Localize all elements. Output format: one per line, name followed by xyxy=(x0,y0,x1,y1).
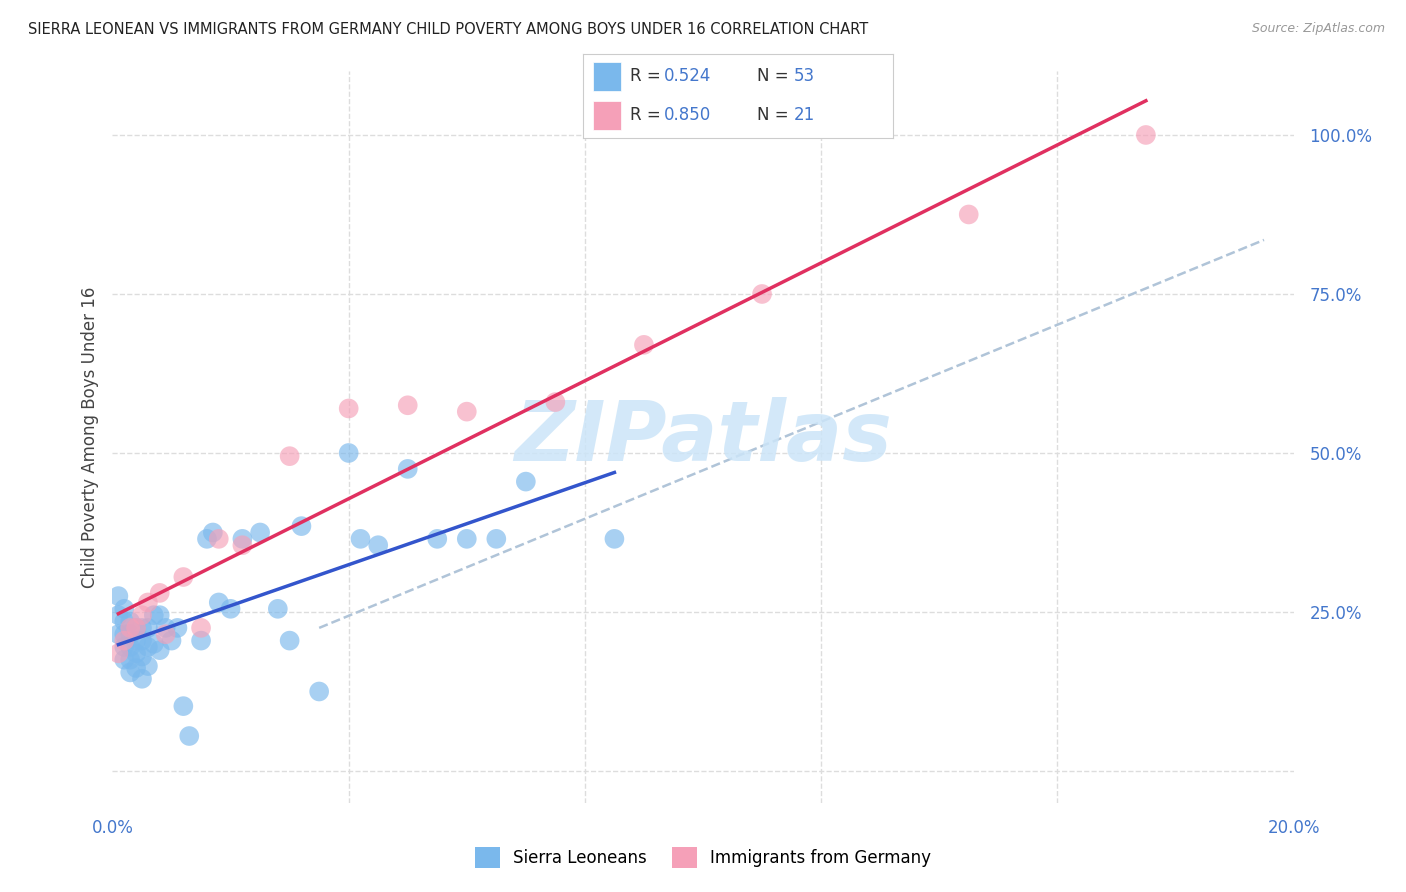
FancyBboxPatch shape xyxy=(593,101,620,130)
Text: ZIPatlas: ZIPatlas xyxy=(515,397,891,477)
Point xyxy=(1135,128,1157,142)
Point xyxy=(120,640,142,654)
Point xyxy=(633,338,655,352)
Point xyxy=(249,525,271,540)
Point xyxy=(149,608,172,623)
Y-axis label: Child Poverty Among Boys Under 16: Child Poverty Among Boys Under 16 xyxy=(80,286,98,588)
Point xyxy=(278,449,301,463)
Point xyxy=(456,532,478,546)
Point xyxy=(751,287,773,301)
Point xyxy=(107,589,129,603)
Point xyxy=(208,532,231,546)
Text: R =: R = xyxy=(630,106,666,124)
Point xyxy=(195,532,218,546)
Point xyxy=(120,621,142,635)
Point xyxy=(125,621,148,635)
Text: 0.850: 0.850 xyxy=(664,106,711,124)
Point xyxy=(149,643,172,657)
Text: 0.524: 0.524 xyxy=(664,68,711,86)
Text: 53: 53 xyxy=(794,68,815,86)
Point xyxy=(112,615,135,629)
Point xyxy=(190,633,212,648)
Point xyxy=(136,621,159,635)
Legend: Sierra Leoneans, Immigrants from Germany: Sierra Leoneans, Immigrants from Germany xyxy=(475,847,931,868)
Point xyxy=(125,646,148,660)
Point xyxy=(603,532,626,546)
Point xyxy=(120,665,142,680)
Point xyxy=(155,621,177,635)
Text: R =: R = xyxy=(630,68,666,86)
Point xyxy=(456,404,478,418)
Point xyxy=(125,633,148,648)
Point xyxy=(308,684,330,698)
Point xyxy=(112,640,135,654)
Point xyxy=(120,615,142,629)
Point xyxy=(125,661,148,675)
Point xyxy=(136,659,159,673)
Point xyxy=(107,646,129,660)
Point xyxy=(155,627,177,641)
Point xyxy=(349,532,371,546)
Point xyxy=(219,602,242,616)
Point xyxy=(290,519,312,533)
Text: Source: ZipAtlas.com: Source: ZipAtlas.com xyxy=(1251,22,1385,36)
Point xyxy=(396,398,419,412)
Point xyxy=(107,627,129,641)
Point xyxy=(142,637,165,651)
Point xyxy=(337,401,360,416)
Point xyxy=(112,633,135,648)
Point xyxy=(142,608,165,623)
Point xyxy=(367,538,389,552)
Point xyxy=(131,649,153,664)
Point xyxy=(131,672,153,686)
Text: 21: 21 xyxy=(794,106,815,124)
Point xyxy=(179,729,201,743)
Point xyxy=(166,621,188,635)
Point xyxy=(131,621,153,635)
Point xyxy=(149,586,172,600)
Point xyxy=(131,633,153,648)
Text: N =: N = xyxy=(756,68,793,86)
Point xyxy=(544,395,567,409)
Point xyxy=(278,633,301,648)
Point xyxy=(957,207,980,221)
Point xyxy=(231,538,253,552)
Point xyxy=(337,446,360,460)
Point xyxy=(131,608,153,623)
Point xyxy=(112,653,135,667)
Point xyxy=(396,462,419,476)
Point xyxy=(208,595,231,609)
Point xyxy=(485,532,508,546)
Point xyxy=(112,627,135,641)
Point xyxy=(190,621,212,635)
Point xyxy=(125,621,148,635)
Point xyxy=(107,608,129,623)
FancyBboxPatch shape xyxy=(593,62,620,91)
Point xyxy=(231,532,253,546)
Point xyxy=(112,602,135,616)
Text: SIERRA LEONEAN VS IMMIGRANTS FROM GERMANY CHILD POVERTY AMONG BOYS UNDER 16 CORR: SIERRA LEONEAN VS IMMIGRANTS FROM GERMAN… xyxy=(28,22,869,37)
Point xyxy=(201,525,224,540)
Point xyxy=(267,602,290,616)
Point xyxy=(172,699,194,714)
Point xyxy=(515,475,537,489)
Point xyxy=(172,570,194,584)
Point xyxy=(136,595,159,609)
Point xyxy=(120,627,142,641)
Text: N =: N = xyxy=(756,106,793,124)
Point xyxy=(160,633,183,648)
Point xyxy=(136,640,159,654)
Point xyxy=(120,653,142,667)
Point xyxy=(426,532,449,546)
